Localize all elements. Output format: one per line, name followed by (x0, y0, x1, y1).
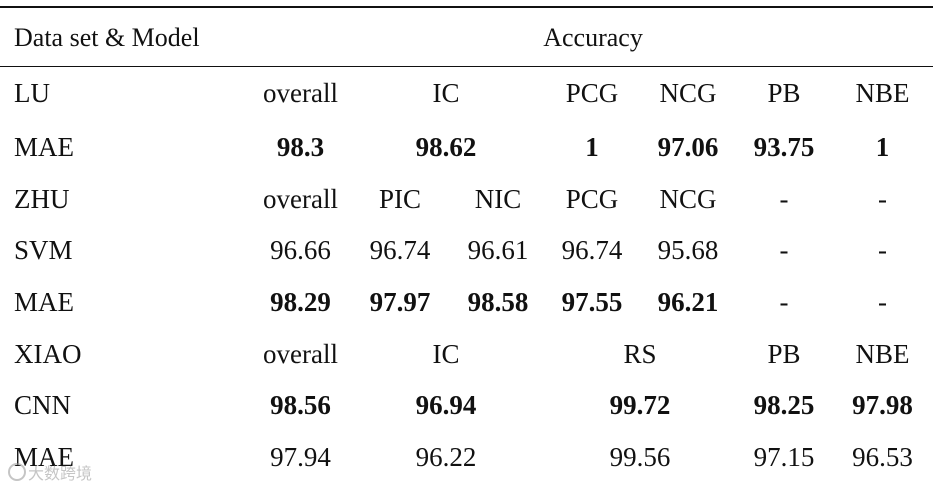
table-cell: NCG (659, 183, 717, 214)
row-label: MAE (14, 287, 74, 318)
table-cell: - (779, 183, 789, 214)
table-cell: IC (432, 77, 460, 108)
table-cell: 95.68 (657, 235, 719, 266)
table-cell: NCG (659, 77, 717, 108)
table-cell: 96.22 (415, 441, 477, 472)
table-cell: PCG (565, 77, 619, 108)
table-cell: 96.74 (369, 235, 431, 266)
table-cell: overall (263, 77, 338, 108)
table-cell: 96.61 (467, 235, 529, 266)
table-cell: 97.94 (270, 441, 331, 472)
table-top-rule (0, 6, 933, 8)
table-cell: 98.25 (753, 390, 815, 421)
table-cell: NBE (855, 77, 910, 108)
table-cell: PB (767, 338, 801, 369)
table-cell: - (878, 287, 888, 318)
table-cell: 96.21 (657, 287, 719, 318)
header-accuracy: Accuracy (543, 23, 643, 52)
table-cell: PCG (565, 183, 619, 214)
table-body: LU overall IC PCG NCG PB NBE MAE 98.3 98.62 1 97.06… (0, 64, 933, 483)
table-cell: 99.56 (609, 441, 671, 472)
table-cell: 1 (875, 132, 890, 163)
table-cell: - (779, 287, 789, 318)
table-cell: 96.53 (852, 441, 913, 472)
table-row: LU overall IC PCG NCG PB NBE (0, 64, 933, 122)
accuracy-table: Data set & Model Accuracy LU overall IC PCG… (0, 12, 933, 483)
table-cell: overall (263, 183, 338, 214)
table-row: MAE 98.3 98.62 1 97.06 93.75 1 (0, 122, 933, 174)
table-cell: 96.94 (415, 390, 477, 421)
table-header-row: Data set & Model Accuracy (0, 12, 933, 64)
table-cell: 93.75 (753, 132, 815, 163)
table-cell: NBE (855, 338, 910, 369)
table-row: SVM 96.66 96.74 96.61 96.74 95.68 - - (0, 225, 933, 277)
row-label: MAE (14, 441, 74, 472)
row-label: CNN (14, 390, 72, 421)
table-cell: overall (263, 338, 338, 369)
table-cell: RS (623, 338, 657, 369)
table-cell: PB (767, 77, 801, 108)
table-row: XIAO overall IC RS PB NBE (0, 328, 933, 380)
table-row: ZHU overall PIC NIC PCG NCG - - (0, 174, 933, 226)
table-cell: - (779, 235, 789, 266)
table-cell: 99.72 (609, 390, 671, 421)
table-cell: PIC (378, 183, 422, 214)
table-cell: 98.58 (467, 287, 529, 318)
table-cell: 96.74 (561, 235, 623, 266)
row-label: SVM (14, 235, 73, 266)
table-cell: 1 (585, 132, 599, 163)
table-cell: 97.98 (852, 390, 913, 421)
table-cell: - (878, 183, 888, 214)
table-cell: NIC (474, 183, 522, 214)
table-cell: 97.97 (369, 287, 431, 318)
table-cell: 98.3 (276, 132, 325, 163)
table-cell: 97.15 (753, 441, 815, 472)
row-label: LU (14, 77, 50, 108)
table-cell: 98.56 (270, 390, 331, 421)
row-label: XIAO (14, 338, 82, 369)
table-row: CNN 98.56 96.94 99.72 98.25 97.98 (0, 380, 933, 432)
row-label: MAE (14, 132, 74, 163)
table-cell: IC (432, 338, 460, 369)
table-cell: 97.55 (561, 287, 623, 318)
table-header-rule (0, 66, 933, 67)
table-cell: - (878, 235, 888, 266)
table-row: MAE 97.94 96.22 99.56 97.15 96.53 (0, 432, 933, 484)
table-row: MAE 98.29 97.97 98.58 97.55 96.21 - - (0, 277, 933, 329)
table-cell: 97.06 (657, 132, 719, 163)
table-cell: 98.29 (270, 287, 331, 318)
table-cell: 98.62 (415, 132, 477, 163)
table-cell: 96.66 (270, 235, 331, 266)
header-dataset-model: Data set & Model (14, 23, 200, 52)
row-label: ZHU (14, 183, 70, 214)
